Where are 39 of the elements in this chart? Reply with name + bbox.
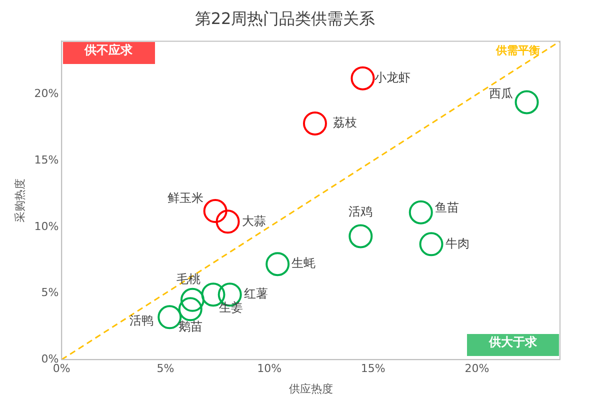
data-label: 生蚝 [292,256,316,270]
data-label: 红薯 [244,286,268,301]
y-tick-label: 5% [41,286,59,300]
point [266,252,290,276]
data-label: 鲜玉米 [167,191,204,206]
point [203,199,228,224]
data-label: 大蒜 [242,214,266,228]
data-label: 生姜 [219,300,244,315]
y-tick-label: 10% [34,220,59,233]
point [419,232,444,256]
y-tick-label: 20% [34,87,59,100]
series-label: 供需平衡 [495,44,540,58]
x-axis-title: 供应热度 [288,382,333,396]
point [178,297,202,322]
tag-box: 供大于求 [467,334,559,356]
tag-box: 供不应求 [62,42,155,64]
y-tick-label: 15% [34,153,59,166]
point [408,200,433,224]
data-label: 牛肉 [445,236,470,250]
x-tick-label: 5% [156,362,174,376]
data-label: 鹅苗 [178,319,202,334]
point [348,224,373,248]
x-tick-label: 20% [464,362,490,376]
x-tick-label: 10% [257,362,282,376]
data-label: 荔枝 [332,116,357,130]
chart-title: 第22周热门品类供需关系 [194,8,376,28]
data-label: 活鸭 [130,313,154,328]
data-label: 毛桃 [176,272,200,286]
data-label: 活鸡 [348,204,373,218]
point [180,288,204,312]
y-axis-title: 采购热度 [13,178,26,222]
data-label: 小龙虾 [374,70,411,84]
point [302,111,327,136]
point [216,210,240,234]
x-tick-label: 15% [360,362,386,376]
data-label: 鱼苗 [434,200,459,214]
data-label: 西瓜 [488,86,513,100]
point [350,66,375,90]
point [514,90,539,114]
